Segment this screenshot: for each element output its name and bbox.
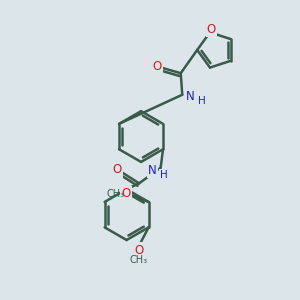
Text: O: O bbox=[122, 188, 131, 200]
Text: H: H bbox=[160, 170, 168, 180]
Text: CH₃: CH₃ bbox=[130, 255, 148, 265]
Text: N: N bbox=[186, 90, 195, 103]
Text: O: O bbox=[113, 164, 122, 176]
Text: O: O bbox=[152, 60, 161, 73]
Text: H: H bbox=[198, 96, 206, 106]
Text: O: O bbox=[134, 244, 144, 256]
Text: CH₃: CH₃ bbox=[106, 189, 124, 199]
Text: O: O bbox=[207, 23, 216, 36]
Text: N: N bbox=[148, 164, 157, 177]
